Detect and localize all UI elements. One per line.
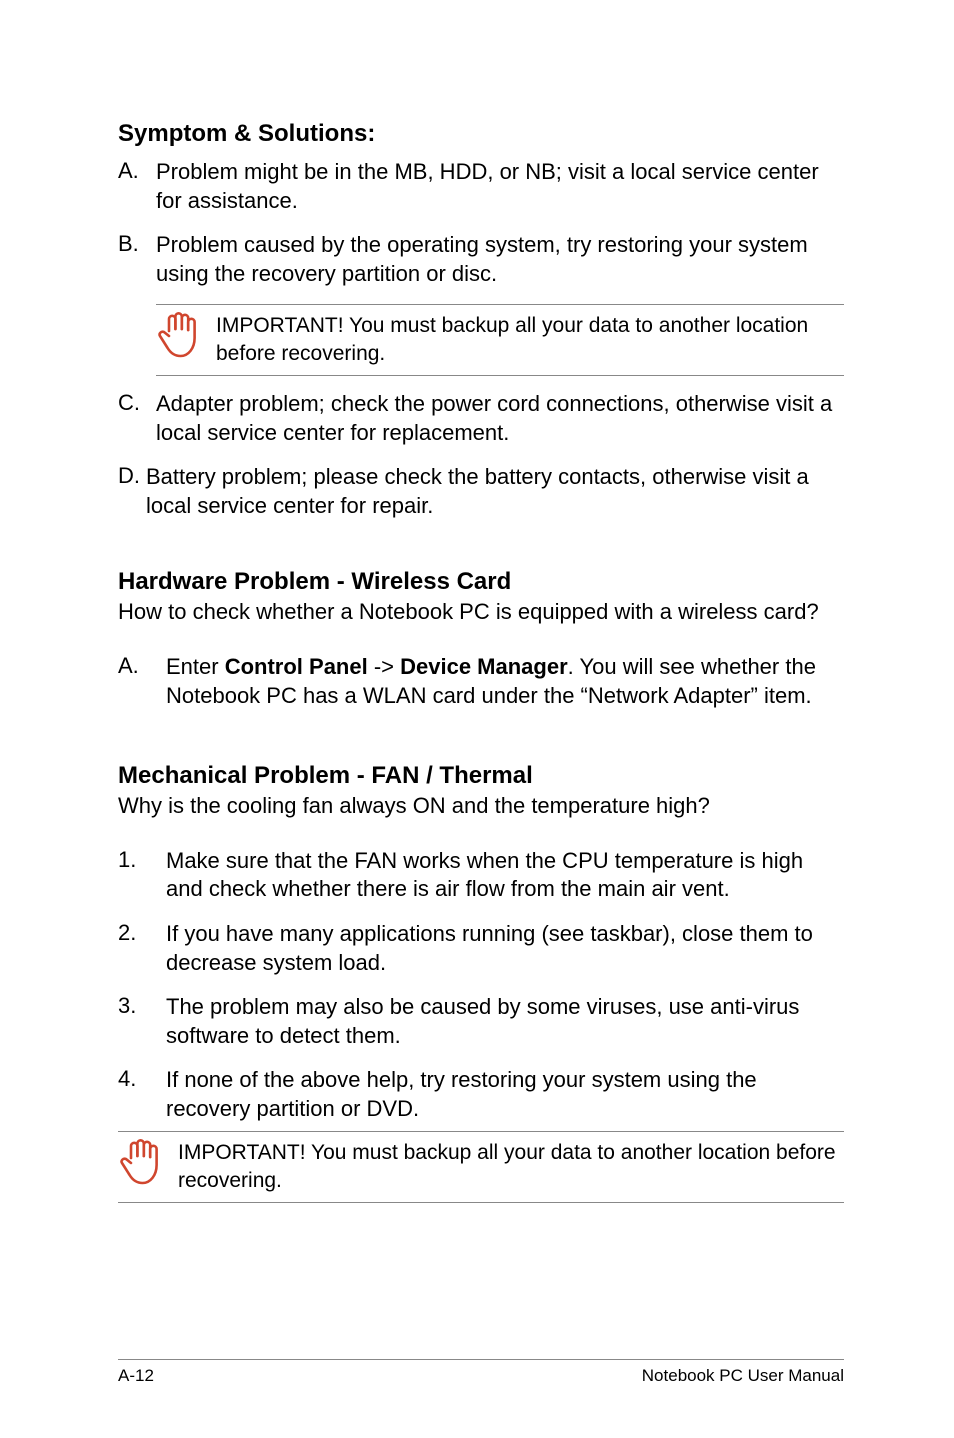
note-text: IMPORTANT! You must backup all your data… (216, 310, 844, 367)
list-content: Battery problem; please check the batter… (146, 463, 844, 520)
list-content: Adapter problem; check the power cord co… (156, 390, 844, 447)
list-content: Problem might be in the MB, HDD, or NB; … (156, 158, 844, 215)
page-number: A-12 (118, 1366, 154, 1386)
list-content: Make sure that the FAN works when the CP… (166, 847, 844, 904)
list-content: If none of the above help, try restoring… (166, 1066, 844, 1123)
section2-intro: How to check whether a Notebook PC is eq… (118, 598, 844, 627)
page-footer: A-12 Notebook PC User Manual (118, 1359, 844, 1386)
section3-item-2: 2. If you have many applications running… (118, 920, 844, 977)
bold-text: Device Manager (400, 654, 568, 679)
list-content: If you have many applications running (s… (166, 920, 844, 977)
section1-heading: Symptom & Solutions: (118, 120, 844, 148)
section3-item-4: 4. If none of the above help, try restor… (118, 1066, 844, 1123)
section3-item-3: 3. The problem may also be caused by som… (118, 993, 844, 1050)
list-marker: 1. (118, 847, 166, 904)
section1-item-b: B. Problem caused by the operating syste… (118, 231, 844, 288)
list-marker: A. (118, 653, 166, 710)
section2-item-a: A. Enter Control Panel -> Device Manager… (118, 653, 844, 710)
footer-title: Notebook PC User Manual (642, 1366, 844, 1386)
list-marker: 2. (118, 920, 166, 977)
hand-icon (156, 310, 216, 362)
text-fragment: Enter (166, 654, 225, 679)
list-marker: B. (118, 231, 156, 288)
section1-item-d: D. Battery problem; please check the bat… (118, 463, 844, 520)
note-text: IMPORTANT! You must backup all your data… (178, 1137, 844, 1194)
bold-text: Control Panel (225, 654, 368, 679)
section3-intro: Why is the cooling fan always ON and the… (118, 792, 844, 821)
list-marker: C. (118, 390, 156, 447)
hand-icon (118, 1137, 178, 1189)
list-content: The problem may also be caused by some v… (166, 993, 844, 1050)
important-note-1: IMPORTANT! You must backup all your data… (156, 304, 844, 376)
list-content: Enter Control Panel -> Device Manager. Y… (166, 653, 844, 710)
important-note-2: IMPORTANT! You must backup all your data… (118, 1131, 844, 1203)
section3-heading: Mechanical Problem - FAN / Thermal (118, 762, 844, 790)
section2-heading: Hardware Problem - Wireless Card (118, 568, 844, 596)
list-marker: D. (118, 463, 140, 520)
list-marker: 4. (118, 1066, 166, 1123)
list-marker: 3. (118, 993, 166, 1050)
section3-item-1: 1. Make sure that the FAN works when the… (118, 847, 844, 904)
list-marker: A. (118, 158, 156, 215)
text-fragment: -> (368, 654, 400, 679)
list-content: Problem caused by the operating system, … (156, 231, 844, 288)
section1-item-a: A. Problem might be in the MB, HDD, or N… (118, 158, 844, 215)
section1-item-c: C. Adapter problem; check the power cord… (118, 390, 844, 447)
